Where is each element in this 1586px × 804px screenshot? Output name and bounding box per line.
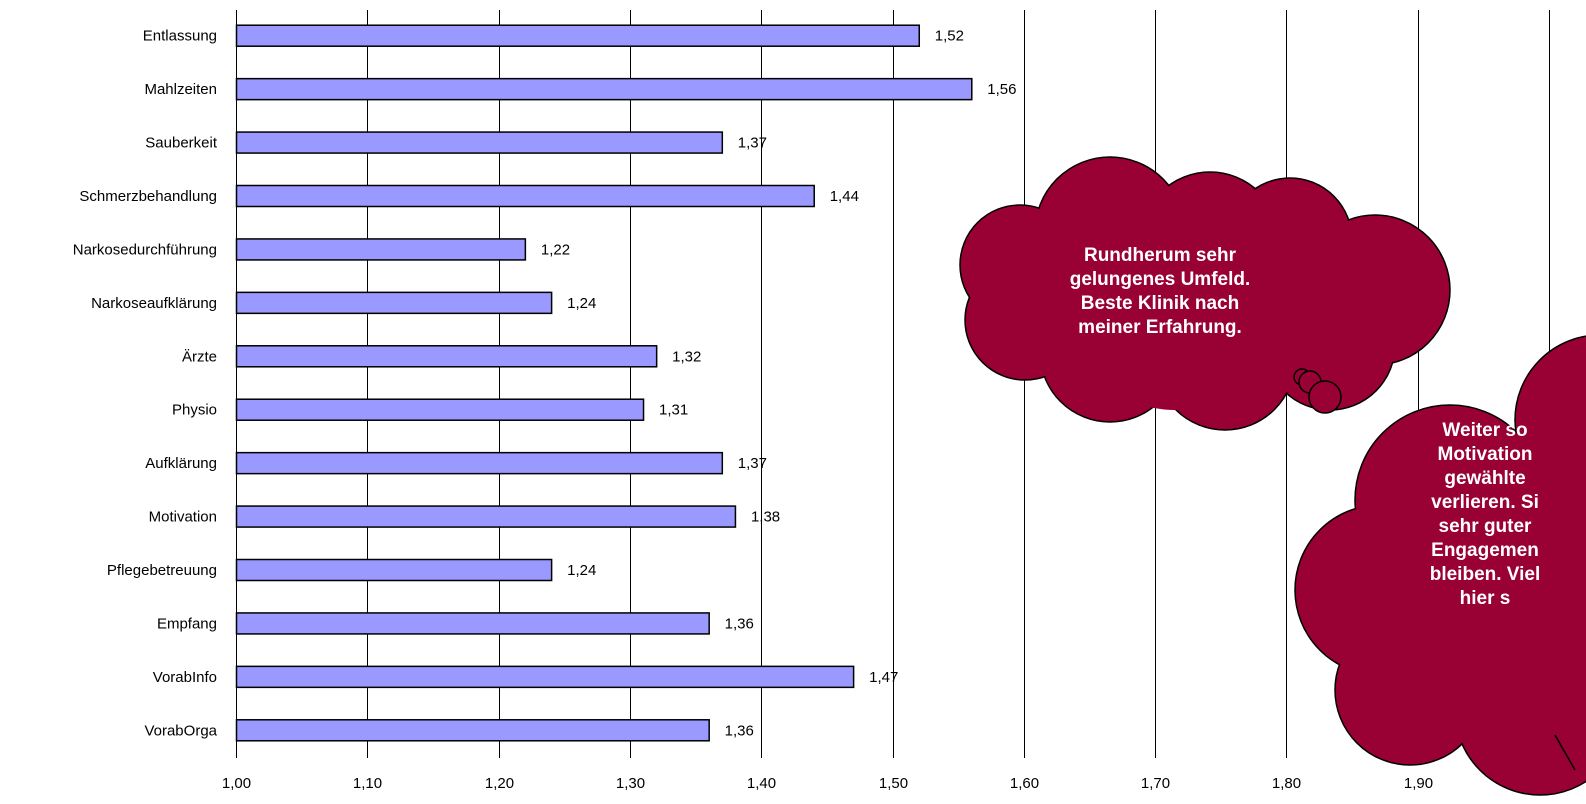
bar [235, 719, 710, 742]
x-tick-label: 1,00 [222, 775, 251, 792]
bar [235, 451, 724, 475]
x-tick-label: 1,50 [879, 775, 908, 792]
category-label: Motivation [149, 509, 217, 526]
category-label: Physio [172, 402, 217, 419]
category-label: Narkosedurchführung [73, 241, 217, 258]
x-tick-label: 1,60 [1010, 775, 1039, 792]
data-label: 1,52 [935, 28, 964, 45]
data-label: 1,24 [567, 295, 596, 312]
category-label: Pflegebetreuung [107, 562, 217, 579]
category-label: Empfang [157, 615, 217, 632]
label-layer: 1,00 1,10 1,20 1,30 1,40 1,50 1,60 1,70 1,80 1,90… [73, 28, 1564, 792]
x-tick-label: 1,30 [616, 775, 645, 792]
bar [235, 665, 855, 689]
bar [235, 238, 527, 261]
data-label: 1,31 [659, 402, 688, 419]
data-label: 1,36 [725, 615, 754, 632]
bar [235, 345, 658, 368]
x-tick-label: 1,40 [747, 775, 776, 792]
bar [235, 184, 815, 208]
category-label: Ärzte [182, 348, 217, 365]
category-label: Entlassung [143, 28, 217, 45]
bar [235, 612, 710, 635]
category-label: VorabOrga [144, 722, 217, 739]
data-label: 1,22 [541, 241, 570, 258]
cloud-layer [959, 156, 1586, 796]
bar [235, 398, 645, 421]
bar [235, 24, 921, 47]
data-label: 1,47 [869, 669, 898, 686]
thought-tail [1554, 734, 1576, 771]
category-label: Sauberkeit [145, 135, 218, 152]
category-label: Mahlzeiten [144, 81, 217, 98]
bar [235, 558, 553, 582]
bar [235, 77, 973, 101]
thought-cloud-1 [959, 156, 1451, 431]
thought-cloud-2 [1294, 335, 1586, 796]
data-label: 1,32 [672, 348, 701, 365]
x-tick-label: 1,20 [485, 775, 514, 792]
data-label: 1,37 [738, 455, 767, 472]
data-label: 1,44 [830, 188, 859, 205]
bar-layer [235, 24, 973, 742]
category-label: VorabInfo [153, 669, 217, 686]
cloud-text-2: Weiter so Motivation gewählte verlieren.… [1429, 420, 1541, 609]
x-tick-label: 1,90 [1404, 775, 1433, 792]
bar [235, 291, 553, 315]
x-tick-label: 1,70 [1141, 775, 1170, 792]
category-label: Narkoseaufklärung [91, 295, 217, 312]
category-label: Aufklärung [145, 455, 217, 472]
data-label: 1,36 [725, 722, 754, 739]
data-label: 1,56 [987, 81, 1016, 98]
category-label: Schmerzbehandlung [79, 188, 217, 205]
x-tick-label: 1,80 [1272, 775, 1301, 792]
bar [235, 505, 737, 528]
cloud-text-1: Rundherum sehr gelungenes Umfeld. Beste … [1069, 245, 1251, 338]
data-label: 1,38 [751, 509, 780, 526]
data-label: 1,37 [738, 135, 767, 152]
thought-bubble-large [1308, 380, 1342, 414]
x-tick-label: 1,10 [353, 775, 382, 792]
data-label: 1,24 [567, 562, 596, 579]
bar [235, 131, 724, 154]
